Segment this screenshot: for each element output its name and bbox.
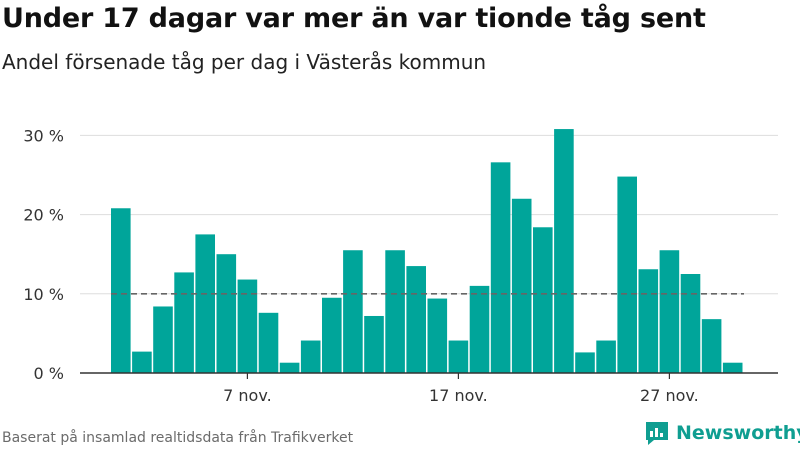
bar — [427, 298, 448, 373]
bar — [153, 306, 173, 373]
newsworthy-logo: Newsworthy — [644, 420, 800, 446]
y-tick-label: 0 % — [34, 364, 64, 383]
newsworthy-logo-text: Newsworthy — [676, 422, 800, 444]
bar — [195, 234, 215, 373]
bar — [258, 312, 279, 373]
bar — [722, 362, 743, 373]
bar — [617, 176, 637, 373]
bar — [575, 352, 595, 373]
bar — [659, 250, 680, 373]
x-tick-label: 27 nov. — [640, 386, 699, 405]
bar — [490, 162, 511, 373]
bar — [406, 266, 426, 373]
bar — [638, 269, 659, 373]
bar — [216, 254, 237, 373]
x-tick-label: 17 nov. — [429, 386, 488, 405]
bar — [111, 208, 131, 373]
bar — [300, 340, 321, 373]
chart-title: Under 17 dagar var mer än var tionde tåg… — [2, 3, 706, 34]
chart-subtitle: Andel försenade tåg per dag i Västerås k… — [2, 50, 487, 74]
bar — [385, 250, 405, 373]
y-tick-label: 30 % — [23, 126, 64, 145]
bar — [132, 351, 152, 373]
bar — [680, 274, 701, 373]
bar — [701, 319, 722, 373]
source-note: Baserat på insamlad realtidsdata från Tr… — [2, 430, 354, 446]
bar — [511, 198, 532, 373]
bar — [343, 250, 363, 373]
bar — [279, 362, 300, 373]
newsworthy-logo-icon — [646, 422, 668, 445]
y-tick-label: 20 % — [23, 206, 64, 225]
bar — [596, 340, 616, 373]
bar — [469, 285, 490, 373]
x-tick-label: 7 nov. — [223, 386, 272, 405]
bar — [237, 279, 258, 373]
bar — [322, 297, 342, 373]
bar — [174, 272, 194, 373]
y-tick-label: 10 % — [23, 285, 64, 304]
bar — [448, 340, 469, 373]
bar — [364, 315, 384, 373]
bar — [554, 129, 574, 373]
bar — [533, 227, 553, 373]
